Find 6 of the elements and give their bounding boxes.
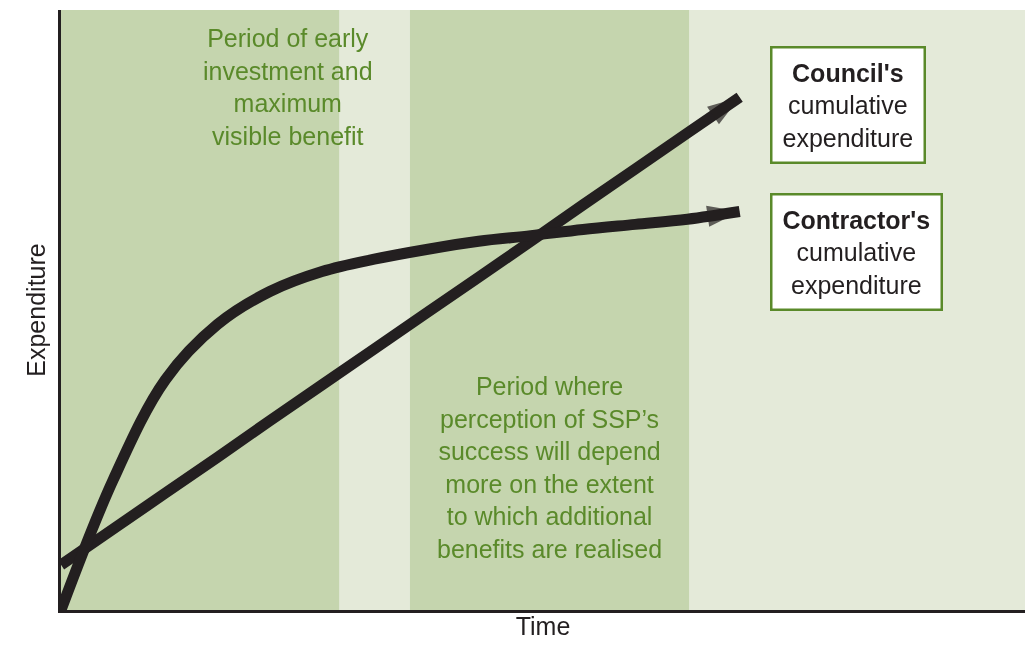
y-axis-title: Expenditure [22, 243, 50, 377]
legend-label: Council's cumulative expenditure [782, 58, 914, 152]
x-axis-title: Time [515, 612, 571, 641]
annotation: Period where perception of SSP’s success will depend more on the extent to which additional benefits are realised [437, 372, 663, 563]
annotation: Period of early investment and maximum visible benefit [203, 24, 373, 150]
legend-label: Contractor's cumulative expenditure [782, 205, 931, 299]
